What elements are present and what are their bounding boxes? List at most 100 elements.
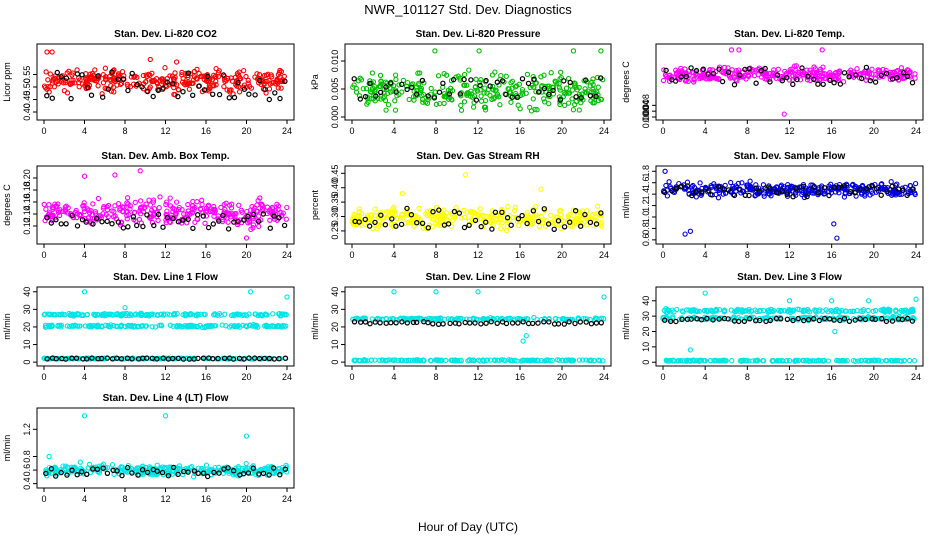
data-point [177, 323, 183, 329]
mean-point [245, 470, 252, 476]
mean-point [388, 80, 394, 86]
mean-point [105, 86, 112, 92]
data-point [173, 207, 180, 213]
data-point [146, 197, 152, 203]
data-point [110, 312, 116, 318]
data-point [50, 205, 57, 211]
mean-point [404, 320, 410, 326]
mean-point [499, 78, 506, 84]
data-point [542, 99, 548, 105]
x-tick-label: 16 [827, 126, 837, 136]
y-tick-label: 0.008 [641, 94, 651, 117]
x-tick-label: 8 [122, 126, 127, 136]
mean-point [201, 87, 208, 93]
data-point [761, 193, 767, 199]
data-point [389, 357, 396, 363]
data-point [482, 107, 489, 113]
data-point [263, 311, 269, 318]
data-point [215, 312, 221, 318]
data-point [118, 80, 125, 87]
mean-point [779, 188, 785, 194]
data-point [203, 205, 210, 211]
mean-point [550, 87, 556, 94]
mean-point [831, 79, 837, 86]
data-point [812, 66, 818, 72]
data-point [270, 212, 276, 218]
data-point [723, 358, 729, 364]
data-point [428, 213, 434, 220]
mean-point [831, 317, 837, 323]
mean-point [63, 75, 70, 81]
data-point [853, 184, 859, 190]
data-point [378, 78, 384, 84]
data-point [132, 209, 138, 215]
data-point [248, 226, 254, 233]
x-tick-label: 24 [911, 372, 921, 382]
mean-point [195, 470, 201, 476]
data-point [167, 195, 173, 201]
data-point [912, 75, 918, 81]
x-tick-label: 16 [201, 126, 211, 136]
data-point [133, 467, 139, 473]
data-point [196, 70, 202, 77]
data-point [365, 99, 371, 105]
data-point [228, 312, 235, 319]
data-point [713, 306, 719, 313]
data-point [769, 72, 776, 78]
data-point [61, 88, 68, 94]
mean-point [573, 94, 579, 100]
mean-point [836, 184, 842, 191]
mean-point [235, 218, 241, 225]
data-point [432, 89, 438, 95]
data-point [577, 209, 583, 216]
data-point [77, 459, 83, 465]
data-point [464, 89, 471, 96]
data-point [364, 357, 370, 364]
data-point [134, 74, 140, 80]
data-point [351, 221, 358, 227]
data-point [558, 69, 564, 75]
data-point [594, 74, 601, 81]
data-point [395, 357, 401, 364]
outlier-point [570, 48, 577, 54]
data-point [190, 198, 196, 205]
data-point [149, 70, 155, 76]
y-tick-label: 0.6 [641, 234, 651, 247]
mean-point [826, 192, 832, 199]
data-point [60, 80, 67, 86]
data-point [499, 206, 505, 213]
data-point [57, 467, 63, 473]
mean-point [909, 318, 916, 324]
x-tick-label: 20 [557, 126, 567, 136]
data-point [221, 83, 227, 90]
data-point [108, 78, 114, 84]
mean-point [63, 221, 69, 227]
y-tick-label: 0.18 [22, 181, 32, 199]
data-point [112, 76, 119, 82]
data-point [412, 214, 418, 220]
data-point [67, 81, 73, 88]
data-point [664, 309, 670, 315]
mean-point [508, 222, 514, 228]
data-point [45, 77, 51, 83]
mean-point [144, 212, 150, 218]
data-point [569, 357, 575, 363]
chart-panel-10: Stan. Dev. Line 4 (LT) Flow 0 4 8 12 16 20 24 0.… [2, 393, 295, 504]
data-point [367, 89, 374, 95]
data-point [907, 74, 914, 80]
data-point [169, 73, 176, 79]
data-point [86, 210, 93, 216]
mean-point [104, 470, 111, 476]
data-point [199, 201, 205, 208]
outlier-point [834, 235, 840, 241]
data-point [384, 357, 391, 363]
mean-point [862, 316, 869, 323]
data-point [710, 314, 716, 321]
data-point [173, 210, 179, 217]
mean-point [837, 317, 843, 324]
data-point [519, 357, 526, 364]
y-tick-label: 30 [641, 311, 651, 321]
data-point [372, 212, 378, 219]
data-point [475, 357, 482, 363]
mean-point [805, 316, 812, 323]
